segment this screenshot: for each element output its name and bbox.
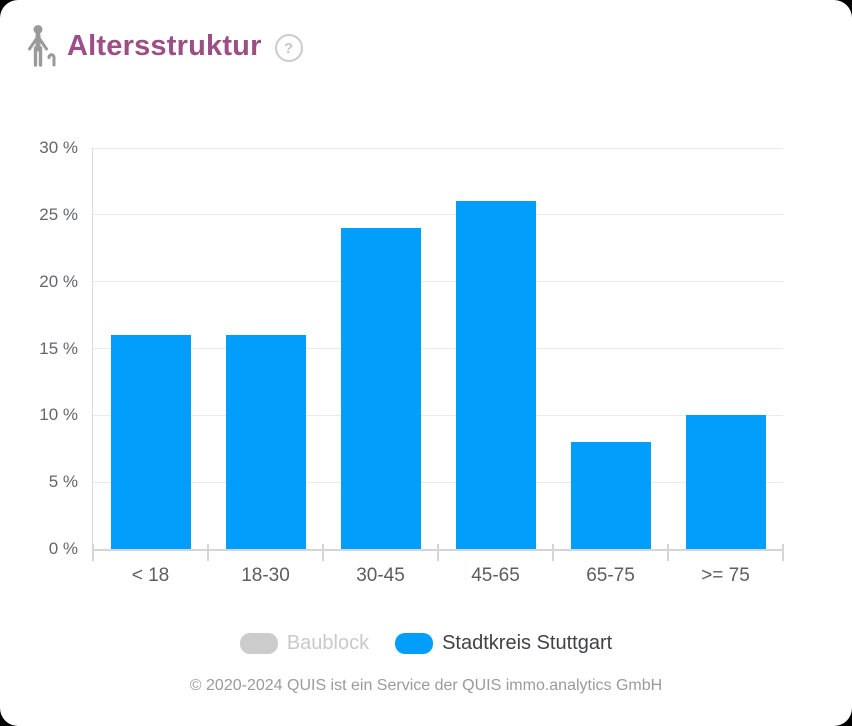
y-axis-label: 0 % [48,539,78,558]
y-axis-label: 5 % [48,472,78,492]
y-axis-line [92,148,93,549]
x-axis-label: 30-45 [356,565,405,586]
x-axis-tick [207,544,209,561]
x-axis-label: 65-75 [586,565,635,586]
baublock-swatch [239,633,278,654]
gridline [93,348,783,349]
widget-header: Altersstruktur ? [25,24,303,68]
y-axis-label: 25 % [39,204,78,224]
help-icon[interactable]: ? [274,34,303,62]
legend-label-baublock: Baublock [286,632,370,654]
bar-65-75[interactable] [570,442,651,549]
legend-label-stadtkreis: Stadtkreis Stuttgart [442,632,613,654]
bar-45-65[interactable] [455,201,536,549]
gridline [93,281,783,283]
chart-legend: Baublock Stadtkreis Stuttgart [0,632,852,655]
y-axis-label: 10 % [39,405,78,425]
copyright-text: © 2020-2024 QUIS ist ein Service der QUI… [189,677,663,694]
bar-< 18[interactable] [110,335,191,549]
bar-18-30[interactable] [225,335,306,549]
legend-item-stadtkreis-stuttgart[interactable]: Stadtkreis Stuttgart [395,632,612,655]
x-axis-tick [92,544,94,561]
x-axis-label: 18-30 [241,565,290,586]
y-axis-label: 30 % [39,138,78,157]
gridline [93,481,783,483]
elderly-person-icon [28,25,56,67]
legend-item-baublock[interactable]: Baublock [239,632,370,655]
stadtkreis-swatch [395,633,434,654]
bar->= 75[interactable] [685,415,766,549]
widget-title: Altersstruktur [67,30,262,62]
bar-30-45[interactable] [340,228,421,549]
gridline [93,147,783,149]
x-axis-label: 45-65 [471,565,520,586]
gridline [93,414,783,416]
x-axis-tick [322,544,324,561]
x-axis-tick [667,544,669,561]
x-axis-tick [437,544,439,561]
x-axis-label: >= 75 [701,565,750,586]
y-axis-label: 15 % [39,338,78,358]
x-axis-tick [782,544,784,561]
y-axis-label: 20 % [39,271,78,291]
x-axis-tick [552,544,554,561]
x-axis-label: < 18 [131,565,170,586]
gridline [93,214,783,216]
